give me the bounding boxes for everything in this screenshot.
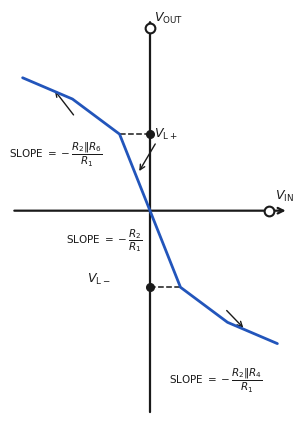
- Text: $V_{\mathrm{IN}}$: $V_{\mathrm{IN}}$: [274, 189, 293, 204]
- Text: SLOPE $= -\dfrac{R_2}{R_1}$: SLOPE $= -\dfrac{R_2}{R_1}$: [66, 227, 142, 254]
- Text: $V_{\mathrm{OUT}}$: $V_{\mathrm{OUT}}$: [154, 11, 183, 26]
- Text: SLOPE $= -\dfrac{R_2 \| R_6}{R_1}$: SLOPE $= -\dfrac{R_2 \| R_6}{R_1}$: [9, 141, 102, 169]
- Text: SLOPE $= -\dfrac{R_2 \| R_4}{R_1}$: SLOPE $= -\dfrac{R_2 \| R_4}{R_1}$: [169, 367, 263, 395]
- Text: $V_{\mathrm{L-}}$: $V_{\mathrm{L-}}$: [87, 272, 110, 287]
- Text: $V_{\mathrm{L+}}$: $V_{\mathrm{L+}}$: [154, 127, 178, 142]
